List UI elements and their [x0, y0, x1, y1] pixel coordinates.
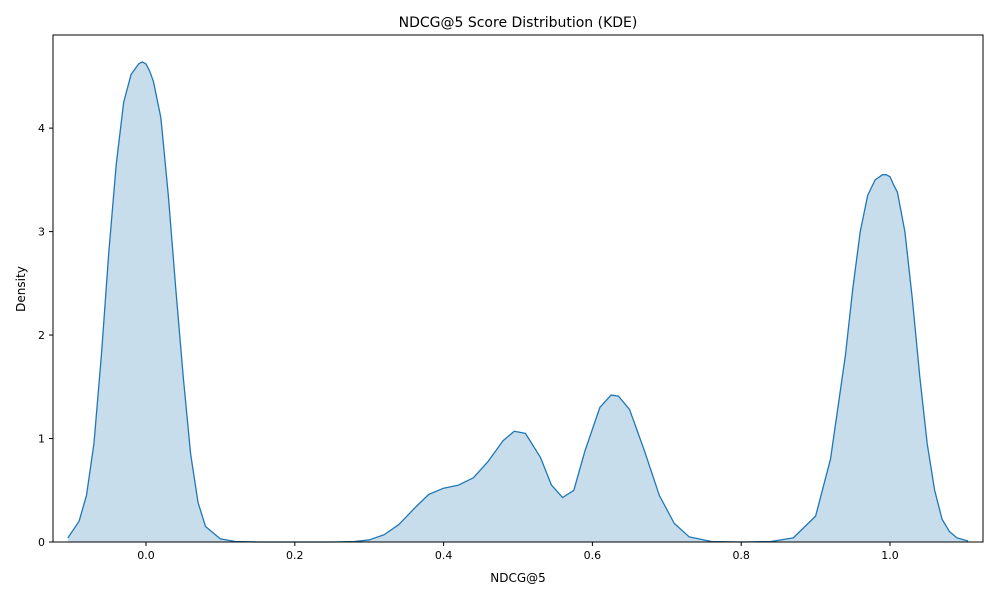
x-tick-label: 1.0: [881, 549, 899, 562]
y-tick-label: 1: [38, 433, 45, 446]
kde-area-fill-0: [67, 61, 969, 543]
y-tick-label: 0: [38, 536, 45, 549]
x-tick-label: 0.8: [732, 549, 750, 562]
axes-frame: [52, 34, 984, 543]
x-axis-label: NDCG@5: [490, 571, 546, 585]
y-axis-label: Density: [14, 266, 28, 312]
y-axis: 0 1 2 3 4: [38, 122, 53, 549]
x-tick-label: 0.0: [137, 549, 155, 562]
x-axis: 0.0 0.2 0.4 0.6 0.8 1.0: [137, 542, 899, 562]
plot-area: [67, 61, 969, 543]
x-tick-label: 0.4: [435, 549, 453, 562]
kde-curve-line-0: [67, 61, 969, 543]
chart-title: NDCG@5 Score Distribution (KDE): [399, 15, 638, 31]
y-tick-label: 4: [38, 122, 45, 135]
y-tick-label: 2: [38, 329, 45, 342]
x-tick-label: 0.6: [584, 549, 602, 562]
x-tick-label: 0.2: [286, 549, 304, 562]
y-tick-label: 3: [38, 226, 45, 239]
